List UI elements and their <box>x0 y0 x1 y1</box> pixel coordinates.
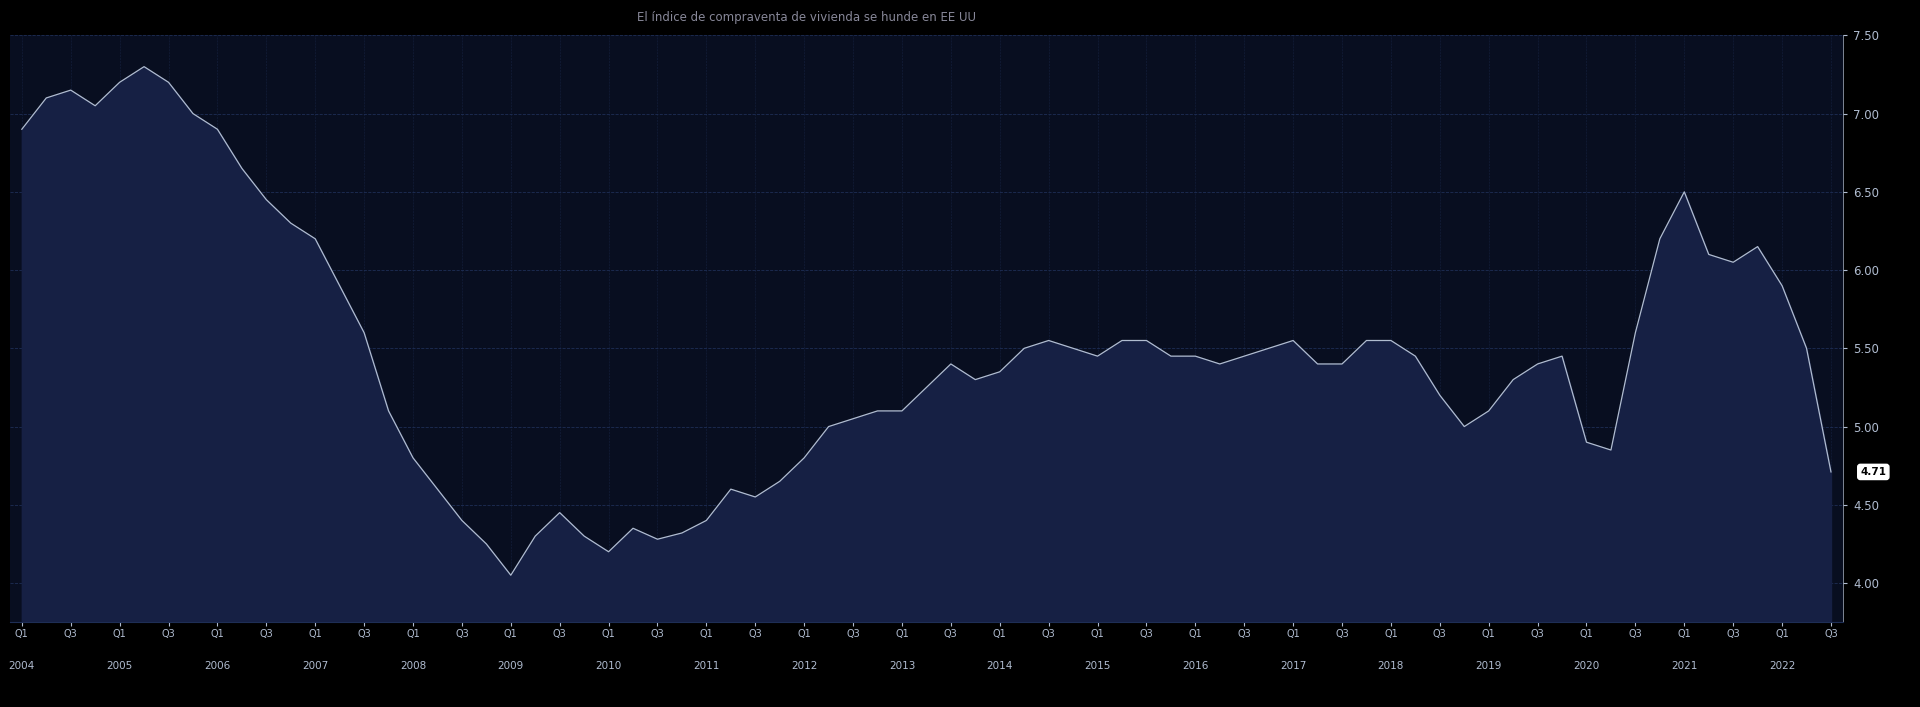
Text: 2005: 2005 <box>106 661 132 671</box>
Text: 2011: 2011 <box>693 661 720 671</box>
Text: 2004: 2004 <box>10 661 35 671</box>
Text: 2016: 2016 <box>1183 661 1208 671</box>
Text: 2008: 2008 <box>399 661 426 671</box>
Text: 2017: 2017 <box>1281 661 1306 671</box>
Text: 2015: 2015 <box>1085 661 1112 671</box>
Text: 2012: 2012 <box>791 661 818 671</box>
Text: 2020: 2020 <box>1572 661 1599 671</box>
Text: 2021: 2021 <box>1670 661 1697 671</box>
Text: 2022: 2022 <box>1768 661 1795 671</box>
Text: 2009: 2009 <box>497 661 524 671</box>
Text: El índice de compraventa de vivienda se hunde en EE UU: El índice de compraventa de vivienda se … <box>637 11 975 23</box>
Text: 2014: 2014 <box>987 661 1014 671</box>
Text: 2010: 2010 <box>595 661 622 671</box>
Text: 4.71: 4.71 <box>1860 467 1885 477</box>
Text: 2019: 2019 <box>1475 661 1501 671</box>
Text: 2006: 2006 <box>204 661 230 671</box>
Text: 2013: 2013 <box>889 661 916 671</box>
Text: 2007: 2007 <box>301 661 328 671</box>
Text: 2018: 2018 <box>1379 661 1404 671</box>
